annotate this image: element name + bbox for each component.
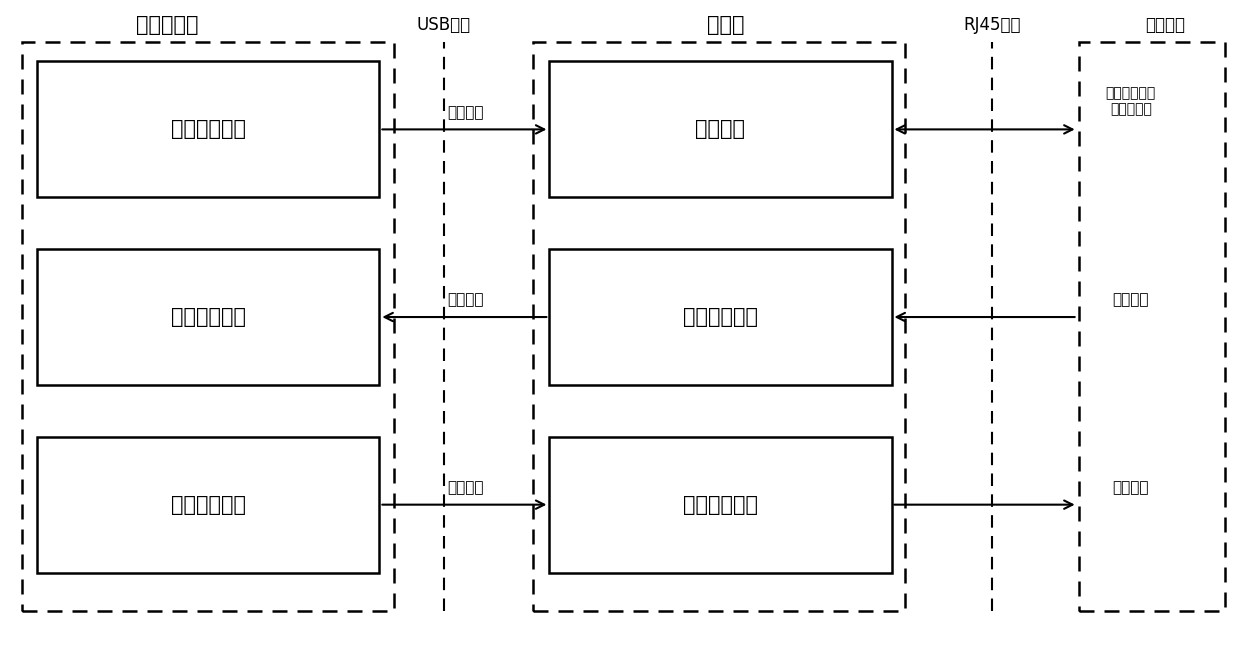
Text: USB接口: USB接口 xyxy=(417,16,471,34)
Bar xyxy=(1079,42,1225,611)
Text: 桌面显示单元: 桌面显示单元 xyxy=(171,307,246,327)
Text: 基于远程登录
协议的分组: 基于远程登录 协议的分组 xyxy=(1106,86,1156,116)
Bar xyxy=(22,42,394,611)
Bar xyxy=(37,61,379,197)
Bar xyxy=(37,249,379,385)
Text: 触摸屏终端: 触摸屏终端 xyxy=(136,15,198,34)
Bar xyxy=(549,249,892,385)
Text: 服务器端: 服务器端 xyxy=(1146,16,1185,34)
Text: 登录单元: 登录单元 xyxy=(696,120,745,139)
Text: 控制转换单元: 控制转换单元 xyxy=(683,495,758,514)
Bar xyxy=(533,42,905,611)
Text: 桌面转换单元: 桌面转换单元 xyxy=(683,307,758,327)
Bar xyxy=(37,437,379,573)
Bar xyxy=(549,437,892,573)
Text: 转换端: 转换端 xyxy=(707,15,744,34)
Text: 控制分组: 控制分组 xyxy=(1112,480,1149,495)
Text: 配置获取单元: 配置获取单元 xyxy=(171,120,246,139)
Bar xyxy=(549,61,892,197)
Text: 控制获取单元: 控制获取单元 xyxy=(171,495,246,514)
Text: 控制消息: 控制消息 xyxy=(446,480,484,495)
Text: 桌面消息: 桌面消息 xyxy=(446,292,484,307)
Text: 桌面分组: 桌面分组 xyxy=(1112,292,1149,307)
Text: RJ45接口: RJ45接口 xyxy=(963,16,1021,34)
Text: 配置消息: 配置消息 xyxy=(446,105,484,120)
